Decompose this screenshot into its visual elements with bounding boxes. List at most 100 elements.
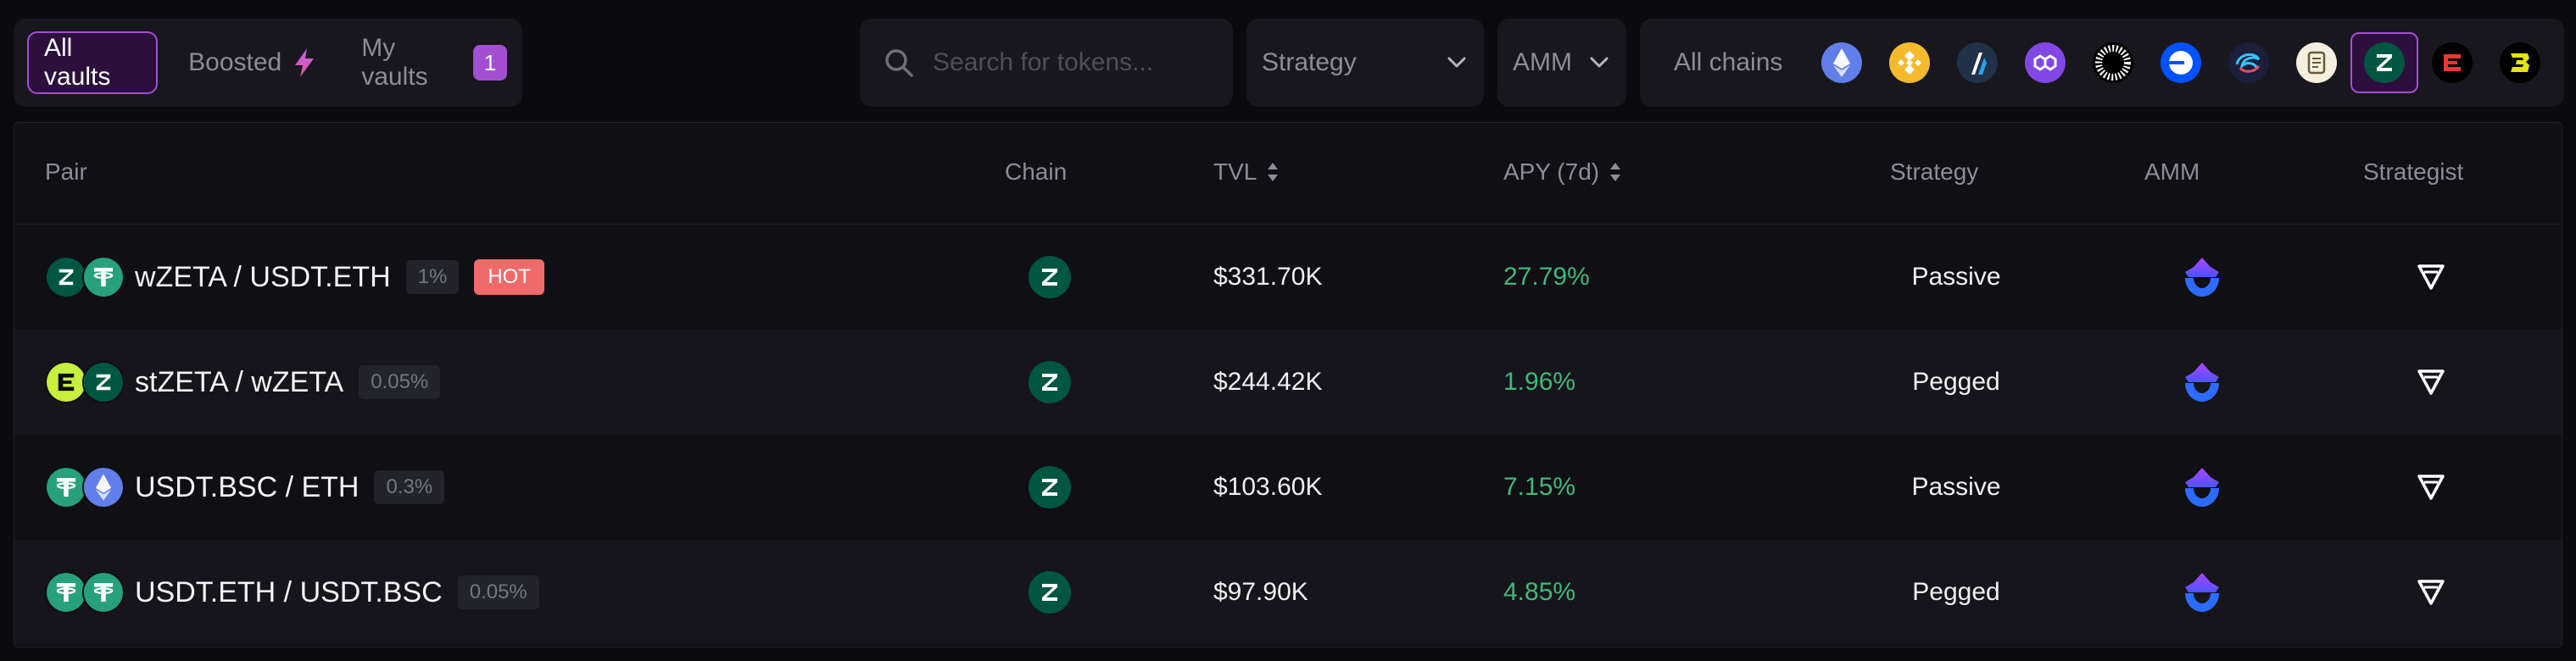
scroll-icon <box>2296 42 2338 83</box>
zetachain-icon <box>1029 571 1071 614</box>
amm-dropdown[interactable]: AMM <box>1497 19 1626 107</box>
tab-all-vaults[interactable]: All vaults <box>27 31 159 94</box>
header-strategy: Strategy <box>1890 158 1978 186</box>
tvl-value: $331.70K <box>1213 263 1323 291</box>
header-amm-label: AMM <box>2144 158 2200 185</box>
search-icon <box>885 49 913 77</box>
apy-value: 7.15% <box>1503 473 1576 501</box>
zetachain-icon <box>1029 361 1071 403</box>
strategist-cell <box>2372 225 2490 330</box>
pair-name: USDT.BSC / ETH <box>135 470 360 503</box>
header-tvl-label: TVL <box>1213 158 1257 185</box>
tvl-value: $244.42K <box>1213 368 1323 396</box>
header-pair: Pair <box>45 158 87 186</box>
header-strategist: Strategist <box>2363 158 2463 186</box>
stzeta-token-icon <box>45 361 87 403</box>
tab-my-vaults[interactable]: My vaults 1 <box>346 31 522 94</box>
tvl-value: $103.60K <box>1213 473 1323 501</box>
eth-token-icon <box>82 466 125 508</box>
my-vaults-count-badge: 1 <box>473 45 507 81</box>
pair-cell: USDT.BSC / ETH 0.3% <box>45 435 445 540</box>
amm-cell <box>2134 435 2270 540</box>
chain-arbitrum[interactable] <box>1943 32 2011 93</box>
strategy-dropdown[interactable]: Strategy <box>1246 19 1484 107</box>
pair-cell: wZETA / USDT.ETH 1% HOT <box>45 225 544 330</box>
fee-badge: 0.3% <box>374 470 445 504</box>
lightning-icon <box>295 48 315 77</box>
sort-icon <box>1268 163 1279 181</box>
table-row[interactable]: USDT.ETH / USDT.BSC 0.05% $97.90K 4.85% … <box>14 540 2562 645</box>
amm-dropdown-label: AMM <box>1513 48 1572 76</box>
chain-filter: All chains <box>1640 19 2564 107</box>
header-chain: Chain <box>1005 158 1067 186</box>
chevron-down-icon <box>1590 57 1609 68</box>
vaults-table: Pair Chain TVL APY (7d) Strategy AMM Str… <box>14 122 2562 647</box>
chain-sun[interactable] <box>2079 32 2147 93</box>
chain-scroll[interactable] <box>2283 32 2350 93</box>
hot-badge: HOT <box>474 259 544 295</box>
table-row[interactable]: USDT.BSC / ETH 0.3% $103.60K 7.15% Passi… <box>14 435 2562 540</box>
strategist-logo-icon <box>2417 580 2445 605</box>
bnb-icon <box>1889 42 1931 83</box>
table-header: Pair Chain TVL APY (7d) Strategy AMM Str… <box>14 123 2562 225</box>
apy-value: 27.79% <box>1503 263 1590 291</box>
header-apy-label: APY (7d) <box>1503 158 1600 185</box>
polygon-icon <box>2025 42 2066 83</box>
chain-base[interactable] <box>2147 32 2215 93</box>
strategy-value: Passive <box>1911 473 2001 501</box>
zeta-token-icon <box>45 256 87 298</box>
swirl-icon <box>2228 42 2270 83</box>
apy-value: 1.96% <box>1503 368 1576 396</box>
header-chain-label: Chain <box>1005 158 1068 185</box>
tvl-value: $97.90K <box>1213 578 1308 606</box>
strategy-value: Passive <box>1911 263 2001 291</box>
chevron-down-icon <box>1447 57 1466 68</box>
tab-boosted[interactable]: Boosted <box>173 31 331 94</box>
search-box[interactable] <box>860 19 1233 107</box>
sort-icon <box>1610 163 1621 181</box>
tab-boosted-label: Boosted <box>188 48 282 76</box>
amm-logo-icon <box>2185 573 2219 612</box>
header-strategy-label: Strategy <box>1890 158 1979 185</box>
chain-polygon[interactable] <box>2011 32 2079 93</box>
strategist-cell <box>2372 435 2490 540</box>
header-apy[interactable]: APY (7d) <box>1503 158 1623 186</box>
usdt-token-icon <box>45 466 87 508</box>
pair-cell: stZETA / wZETA 0.05% <box>45 330 441 435</box>
table-row[interactable]: wZETA / USDT.ETH 1% HOT $331.70K 27.79% … <box>14 225 2562 330</box>
amm-cell <box>2134 225 2270 330</box>
chain-bitlayer[interactable] <box>2486 32 2554 93</box>
ethereum-icon <box>1821 42 1863 83</box>
chain-ethereum[interactable] <box>1808 32 1876 93</box>
amm-cell <box>2134 330 2270 435</box>
pair-name: wZETA / USDT.ETH <box>135 260 391 293</box>
amm-logo-icon <box>2185 468 2219 507</box>
arbitrum-icon <box>1957 42 1999 83</box>
zetachain-icon <box>1029 256 1071 298</box>
chain-cell <box>1029 435 1071 540</box>
strategist-cell <box>2372 540 2490 645</box>
base-icon <box>2161 42 2202 83</box>
chain-bnb[interactable] <box>1876 32 1943 93</box>
all-chains-button[interactable]: All chains <box>1674 48 1783 76</box>
chain-swirl[interactable] <box>2215 32 2283 93</box>
amm-logo-icon <box>2185 363 2219 402</box>
chain-cell <box>1029 225 1071 330</box>
table-row[interactable]: stZETA / wZETA 0.05% $244.42K 1.96% Pegg… <box>14 330 2562 435</box>
tab-all-vaults-label: All vaults <box>44 34 111 91</box>
chain-zetachain[interactable] <box>2350 32 2419 93</box>
search-input[interactable] <box>933 48 1221 77</box>
amm-logo-icon <box>2185 258 2219 297</box>
usdt-token-icon <box>45 571 87 614</box>
pair-name: stZETA / wZETA <box>135 365 344 398</box>
header-tvl[interactable]: TVL <box>1213 158 1280 186</box>
sun-icon <box>2093 42 2134 83</box>
fee-badge: 0.05% <box>457 575 539 609</box>
strategy-value: Pegged <box>1912 578 2000 606</box>
header-amm: AMM <box>2144 158 2200 186</box>
fee-badge: 0.05% <box>359 365 441 399</box>
chain-red[interactable] <box>2418 32 2486 93</box>
chain-cell <box>1029 330 1071 435</box>
pair-name: USDT.ETH / USDT.BSC <box>135 575 443 608</box>
strategist-logo-icon <box>2417 475 2445 500</box>
